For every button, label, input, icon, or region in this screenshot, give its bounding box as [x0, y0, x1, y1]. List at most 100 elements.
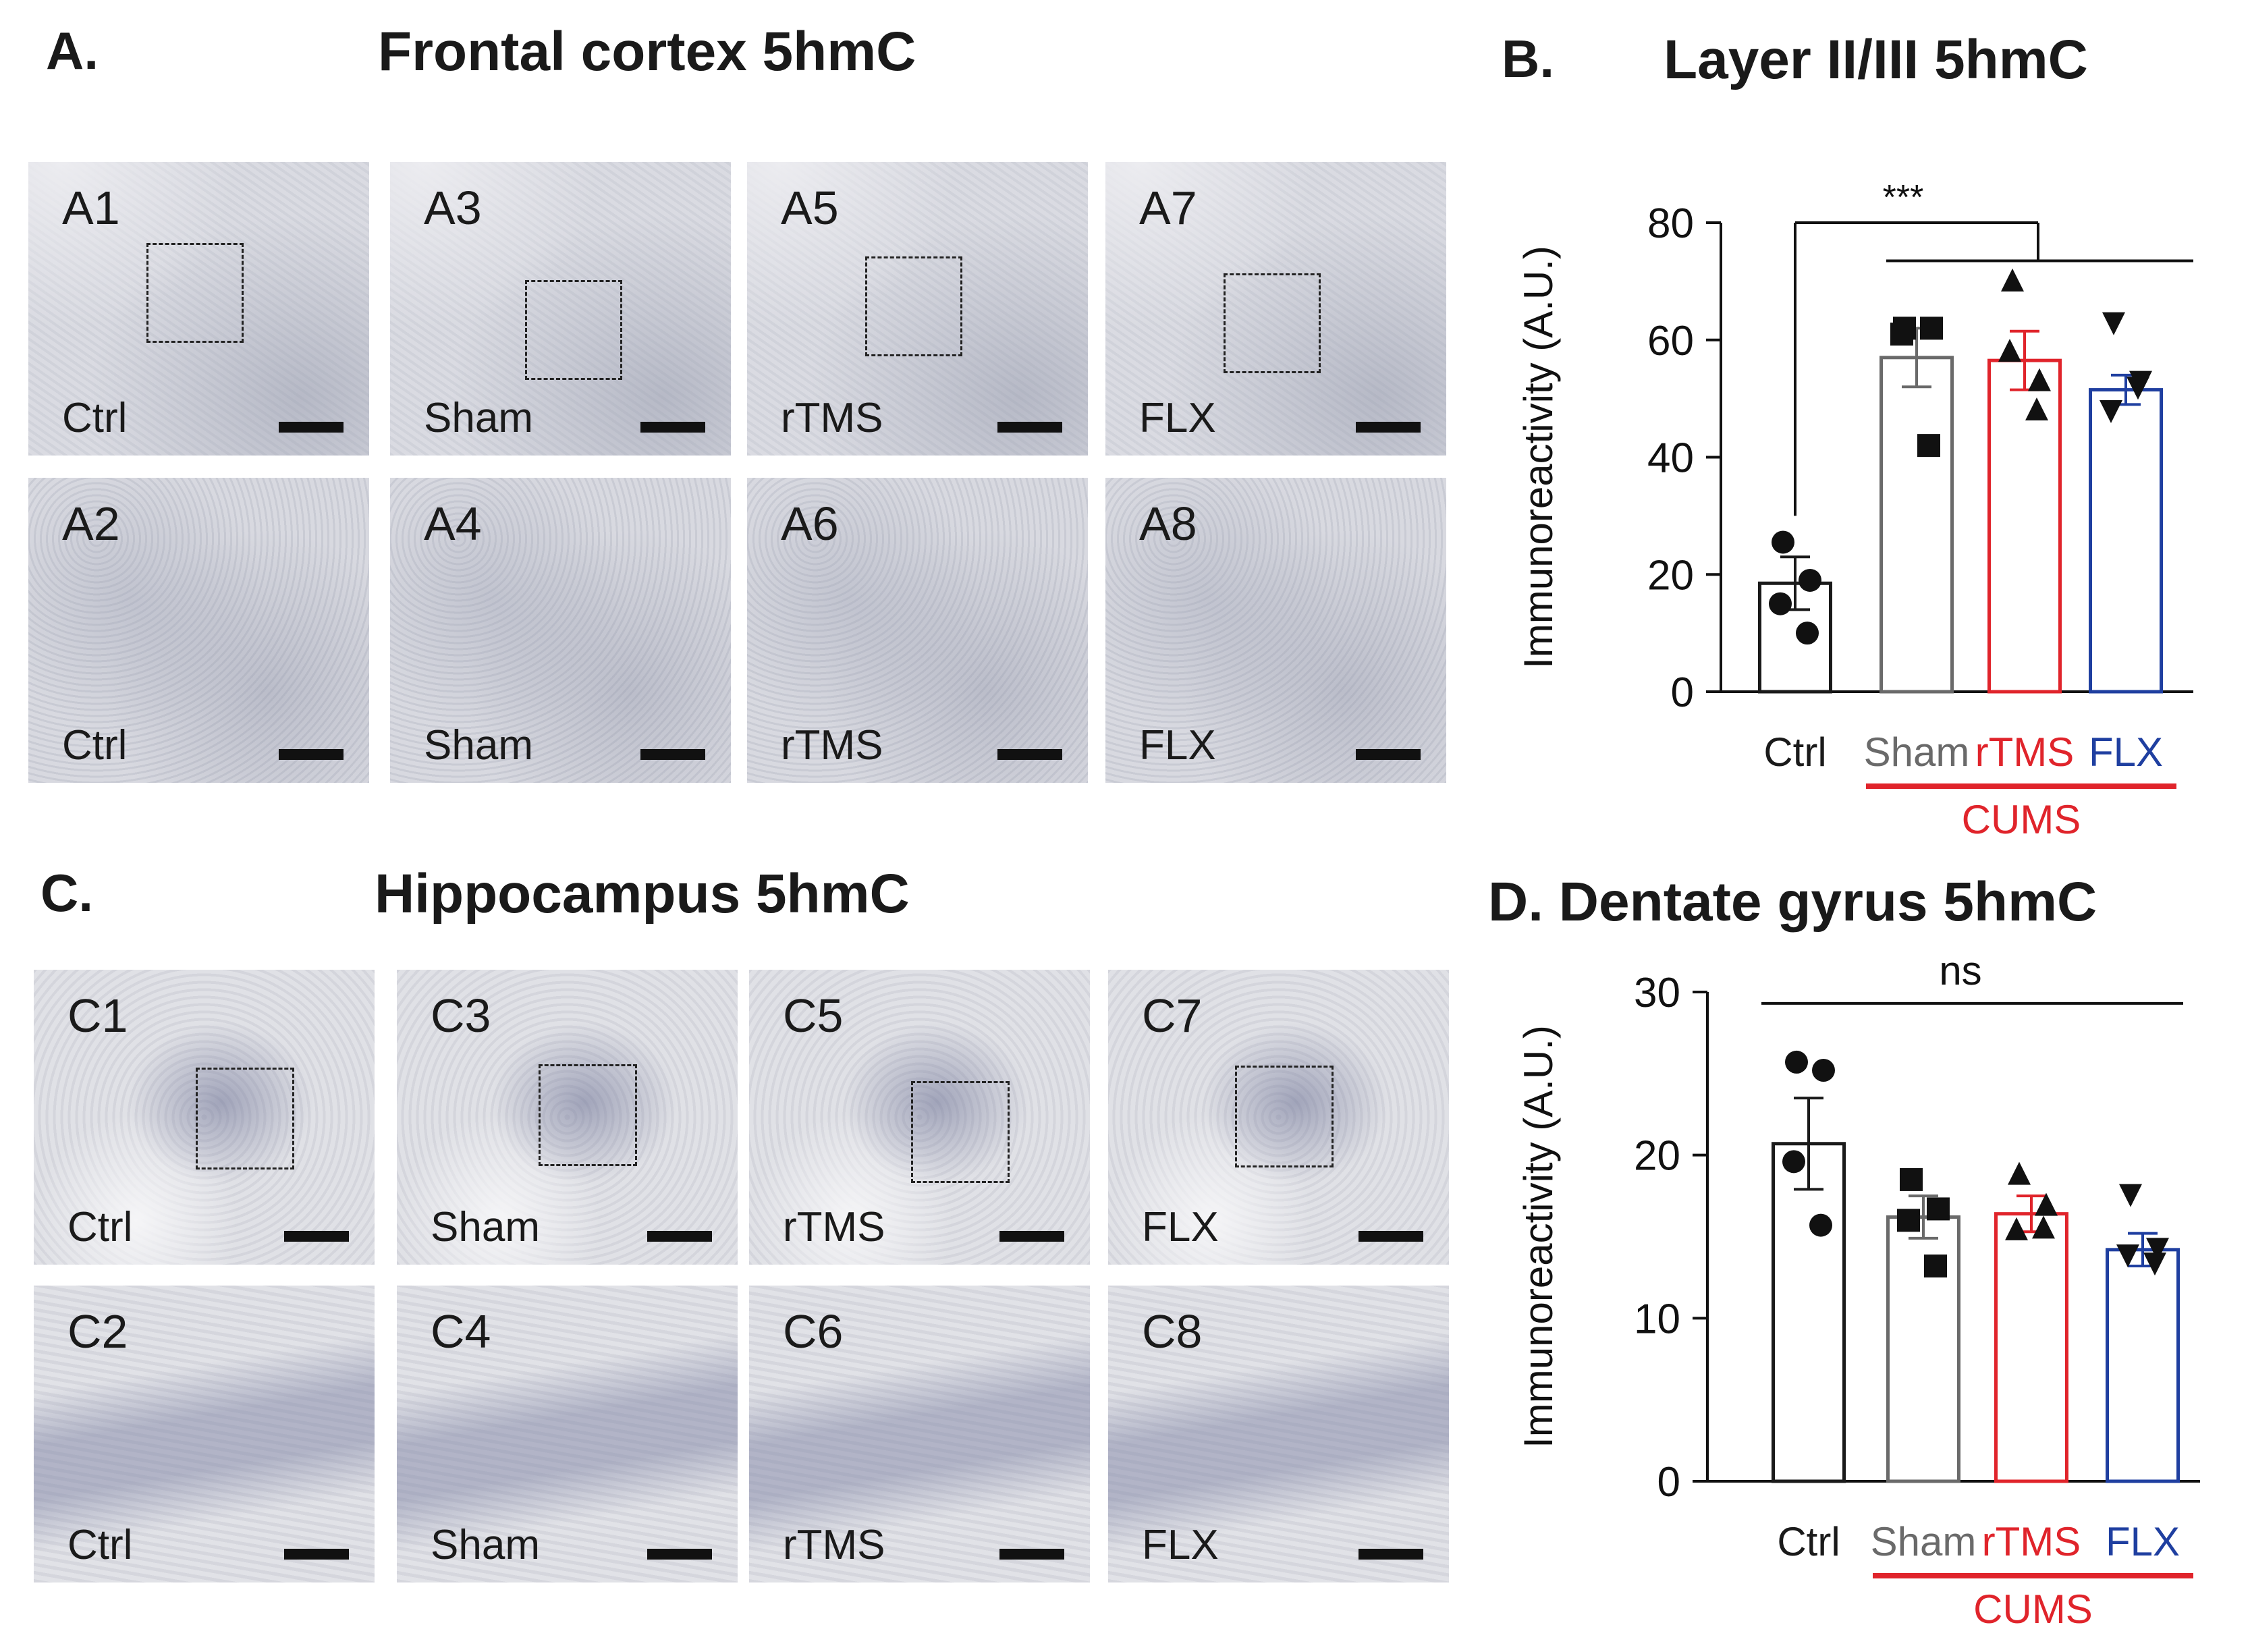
- data-point: [2143, 1252, 2166, 1276]
- inset-box: [911, 1081, 1010, 1183]
- scale-bar: [997, 422, 1062, 433]
- x-tick-label: Sham: [1864, 729, 1970, 775]
- tile-group-label: FLX: [1139, 722, 1216, 769]
- x-tick-label: FLX: [2089, 729, 2163, 775]
- tile-id: C1: [67, 989, 128, 1042]
- tile-group-label: Sham: [431, 1204, 540, 1250]
- inset-box: [146, 243, 244, 343]
- y-tick-label: 40: [1647, 435, 1694, 482]
- tile-id: A5: [781, 182, 839, 234]
- scale-bar: [1356, 422, 1421, 433]
- data-point: [1924, 1255, 1947, 1277]
- scale-bar: [279, 749, 344, 760]
- panel-c-title: Hippocampus 5hmC: [375, 863, 910, 925]
- data-point: [1890, 323, 1913, 346]
- data-point: [2102, 312, 2125, 335]
- significance-label: ns: [1939, 948, 1981, 993]
- micrograph-c7: C7 FLX: [1108, 970, 1449, 1265]
- tile-group-label: rTMS: [781, 722, 883, 769]
- data-point: [2100, 400, 2122, 423]
- micrograph-c8: C8 FLX: [1108, 1286, 1449, 1582]
- data-point: [1897, 1209, 1920, 1232]
- data-point: [1927, 1197, 1950, 1221]
- data-point: [1796, 622, 1819, 645]
- panel-d-title-full: D. Dentate gyrus 5hmC: [1488, 871, 2097, 934]
- chart-layer-ii-iii: 0 20 40 60 80 Immunoreactivity (A.U.) Ctrl Sham…: [1516, 178, 2193, 842]
- tile-group-label: Sham: [431, 1522, 540, 1568]
- panel-a-letter: A.: [46, 21, 99, 80]
- tile-id: A7: [1139, 182, 1197, 234]
- scale-bar: [1356, 749, 1421, 760]
- y-tick-label: 0: [1657, 1459, 1680, 1506]
- micrograph-a8: A8 FLX: [1105, 478, 1446, 783]
- data-point: [1998, 339, 2021, 362]
- data-point: [2001, 268, 2024, 292]
- y-tick-label: 30: [1634, 970, 1680, 1016]
- micrograph-a1: A1 Ctrl: [28, 162, 369, 456]
- data-point: [1772, 530, 1794, 554]
- cums-label: CUMS: [1962, 797, 2081, 842]
- data-point: [2028, 368, 2051, 391]
- x-tick-label: Ctrl: [1763, 729, 1826, 775]
- data-point: [2126, 377, 2149, 400]
- tile-group-label: Ctrl: [62, 722, 128, 769]
- data-point: [1809, 1213, 1832, 1237]
- scale-bar: [997, 749, 1062, 760]
- panel-c-letter: C.: [40, 863, 93, 923]
- data-point: [2025, 397, 2048, 420]
- data-point: [2032, 1215, 2055, 1239]
- significance-label: ***: [1883, 178, 1924, 217]
- scale-bar: [647, 1549, 712, 1560]
- y-tick-label: 20: [1647, 552, 1694, 599]
- tile-group-label: rTMS: [783, 1204, 885, 1250]
- bar: [1987, 358, 2062, 694]
- tile-id: C4: [431, 1305, 491, 1358]
- x-tick-label: FLX: [2106, 1519, 2180, 1564]
- tile-group-label: Ctrl: [62, 395, 128, 441]
- scale-bar: [999, 1549, 1064, 1560]
- panel-d-title: Dentate gyrus 5hmC: [1558, 871, 2097, 933]
- data-point: [1920, 316, 1943, 340]
- tile-id: A2: [62, 497, 120, 550]
- panel-d-letter: D.: [1488, 871, 1543, 933]
- bar: [1772, 1142, 1846, 1483]
- tile-group-label: Ctrl: [67, 1204, 133, 1250]
- inset-box: [539, 1064, 637, 1166]
- tile-id: C5: [783, 989, 844, 1042]
- y-tick-label: 10: [1634, 1296, 1680, 1342]
- tile-group-label: Sham: [424, 722, 533, 769]
- y-tick-label: 60: [1647, 318, 1694, 364]
- tile-id: C6: [783, 1305, 844, 1358]
- tile-id: A3: [424, 182, 482, 234]
- tile-group-label: Sham: [424, 395, 533, 441]
- scale-bar: [1359, 1549, 1423, 1560]
- data-point: [2035, 1192, 2058, 1216]
- panel-a-title: Frontal cortex 5hmC: [378, 21, 916, 82]
- scale-bar: [640, 749, 705, 760]
- tile-group-label: FLX: [1142, 1522, 1219, 1568]
- tile-group-label: Ctrl: [67, 1522, 133, 1568]
- micrograph-a5: A5 rTMS: [747, 162, 1088, 456]
- cums-label: CUMS: [1973, 1587, 2093, 1632]
- tile-group-label: FLX: [1142, 1204, 1219, 1250]
- data-point: [2008, 1161, 2031, 1185]
- x-tick-label: rTMS: [1982, 1519, 2081, 1564]
- data-point: [1799, 568, 1821, 592]
- tile-group-label: rTMS: [783, 1522, 885, 1568]
- micrograph-a2: A2 Ctrl: [28, 478, 369, 783]
- scale-bar: [284, 1549, 349, 1560]
- scale-bar: [1359, 1231, 1423, 1242]
- bar: [1994, 1212, 2068, 1483]
- inset-box: [196, 1068, 294, 1169]
- scale-bar: [647, 1231, 712, 1242]
- tile-id: A4: [424, 497, 482, 550]
- micrograph-a3: A3 Sham: [390, 162, 731, 456]
- tile-id: C3: [431, 989, 491, 1042]
- micrograph-c3: C3 Sham: [397, 970, 738, 1265]
- data-point: [1769, 592, 1792, 615]
- micrograph-c2: C2 Ctrl: [34, 1286, 375, 1582]
- x-tick-label: rTMS: [1975, 729, 2075, 775]
- data-point: [1917, 434, 1940, 458]
- y-axis-label: Immunoreactivity (A.U.): [1516, 246, 1561, 669]
- micrograph-a7: A7 FLX: [1105, 162, 1446, 456]
